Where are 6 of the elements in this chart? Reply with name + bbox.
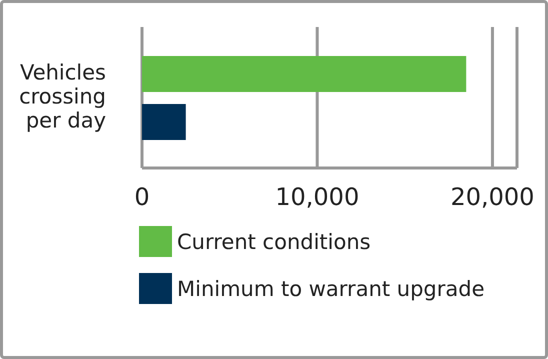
x-tick-label: 10,000 (275, 183, 360, 212)
legend-label: Minimum to warrant upgrade (177, 276, 485, 300)
x-tick-label: 0 (134, 183, 150, 212)
legend-label: Current conditions (177, 230, 371, 254)
y-tick-label: Vehicles crossing per day (19, 60, 106, 132)
x-tick-label: 20,000 (450, 183, 534, 212)
